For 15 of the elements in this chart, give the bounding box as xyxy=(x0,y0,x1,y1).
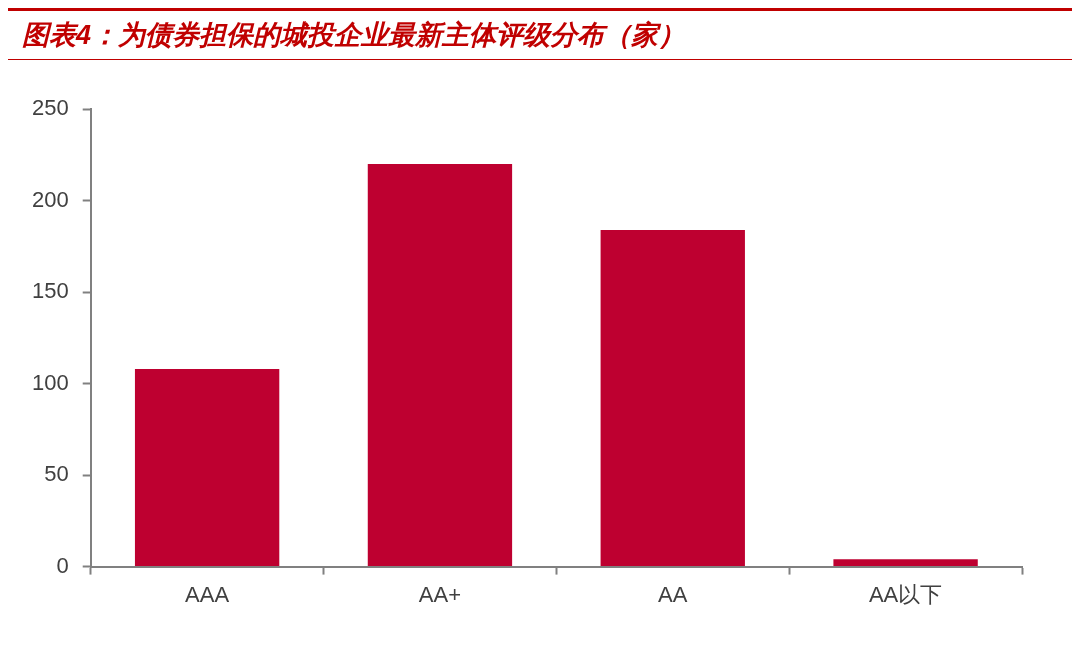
x-tick-label: AA xyxy=(658,581,688,607)
x-tick-label: AA+ xyxy=(418,581,462,607)
y-tick-label: 200 xyxy=(31,186,69,212)
y-tick-label: 50 xyxy=(44,461,69,487)
bar xyxy=(833,559,978,567)
bar xyxy=(600,229,745,567)
y-tick-label: 0 xyxy=(56,552,69,578)
y-tick-label: 100 xyxy=(31,369,69,395)
bar xyxy=(367,164,513,567)
x-tick-label: AA以下 xyxy=(868,581,943,607)
bar xyxy=(134,369,280,567)
y-tick-label: 150 xyxy=(31,278,69,304)
y-tick-label: 250 xyxy=(31,95,69,121)
chart-title: 图表4：为债券担保的城投企业最新主体评级分布（家） xyxy=(22,19,687,52)
x-tick-label: AAA xyxy=(185,581,230,607)
